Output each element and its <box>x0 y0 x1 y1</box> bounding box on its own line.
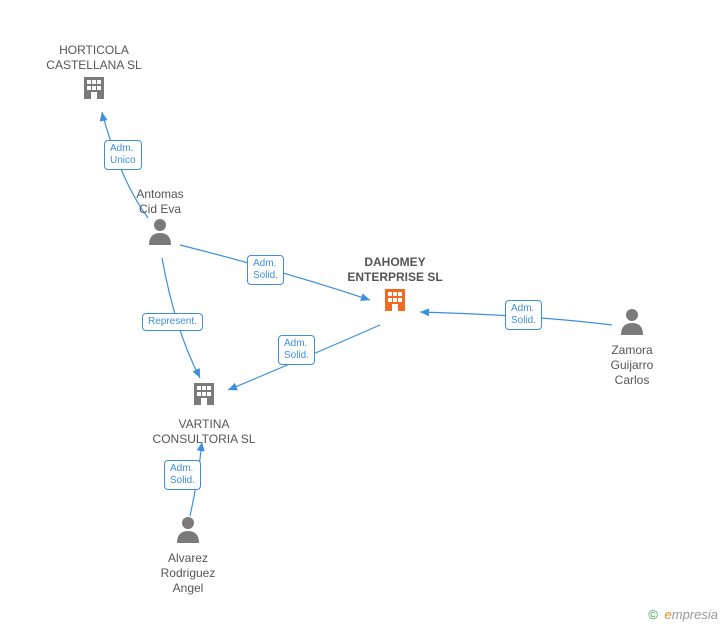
edge-label-e6: Adm. Solid. <box>164 460 201 490</box>
node-label-line: Alvarez <box>128 551 248 566</box>
node-label-line: VARTINA <box>144 417 264 432</box>
node-label: AntomasCid Eva <box>100 187 220 217</box>
node-antomas: AntomasCid Eva <box>100 183 220 249</box>
node-label-line: CONSULTORIA SL <box>144 432 264 447</box>
node-label: ZamoraGuijarroCarlos <box>572 343 692 388</box>
arrowhead-icon <box>193 368 204 380</box>
node-label-line: DAHOMEY <box>335 255 455 270</box>
company-icon <box>335 285 455 319</box>
node-label-line: ENTERPRISE SL <box>335 270 455 285</box>
arrowhead-icon <box>98 111 107 121</box>
node-label: AlvarezRodriguezAngel <box>128 551 248 596</box>
edge-label-e1: Adm. Unico <box>104 140 142 170</box>
node-horticola: HORTICOLACASTELLANA SL <box>34 39 154 107</box>
node-label: VARTINACONSULTORIA SL <box>144 417 264 447</box>
node-label-line: Guijarro <box>572 358 692 373</box>
person-icon <box>128 515 248 547</box>
node-label: HORTICOLACASTELLANA SL <box>34 43 154 73</box>
node-label: DAHOMEYENTERPRISE SL <box>335 255 455 285</box>
node-alvarez: AlvarezRodriguezAngel <box>128 515 248 596</box>
node-label-line: Angel <box>128 581 248 596</box>
node-zamora: ZamoraGuijarroCarlos <box>572 307 692 388</box>
node-label-line: HORTICOLA <box>34 43 154 58</box>
node-label-line: Rodriguez <box>128 566 248 581</box>
node-label-line: Carlos <box>572 373 692 388</box>
brand-initial: e <box>665 607 672 622</box>
edge-label-e5: Adm. Solid. <box>505 300 542 330</box>
node-vartina: VARTINACONSULTORIA SL <box>144 379 264 447</box>
node-label-line: Antomas <box>100 187 220 202</box>
brand-rest: mpresia <box>672 607 718 622</box>
edge-label-e4: Adm. Solid. <box>278 335 315 365</box>
node-dahomey: DAHOMEYENTERPRISE SL <box>335 251 455 319</box>
copyright-symbol: © <box>648 607 658 622</box>
node-label-line: Cid Eva <box>100 202 220 217</box>
watermark: © empresia <box>648 607 718 622</box>
person-icon <box>100 217 220 249</box>
node-label-line: Zamora <box>572 343 692 358</box>
company-icon <box>34 73 154 107</box>
edge-label-e2: Adm. Solid. <box>247 255 284 285</box>
node-label-line: CASTELLANA SL <box>34 58 154 73</box>
person-icon <box>572 307 692 339</box>
edge-label-e3: Represent. <box>142 313 203 331</box>
company-icon <box>144 379 264 413</box>
